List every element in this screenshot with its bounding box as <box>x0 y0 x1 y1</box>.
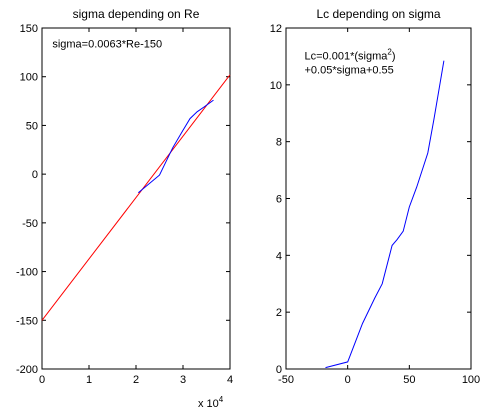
y-tick-label: 4 <box>276 250 282 262</box>
series-line-0 <box>325 60 445 369</box>
chart-lc-vs-sigma: Lc depending on sigma-50 0 50 100024681012L… <box>270 7 480 386</box>
chart-title: Lc depending on sigma <box>316 7 440 21</box>
x-tick-label: -50 <box>278 374 294 386</box>
y-tick-label: 0 <box>32 169 38 181</box>
x-tick-label: 2 <box>133 374 139 386</box>
x-tick-label: 3 <box>180 374 186 386</box>
y-tick-label: 8 <box>276 137 282 149</box>
series-line-0 <box>41 74 231 321</box>
y-tick-label: 150 <box>20 23 38 35</box>
y-tick-label: -150 <box>16 315 38 327</box>
y-tick-label: -200 <box>16 364 38 376</box>
x-tick-label: 0 <box>345 374 351 386</box>
y-tick-label: 6 <box>276 194 282 206</box>
y-tick-label: 50 <box>26 120 38 132</box>
annotation-line1: Lc=0.001*(sigma2) <box>305 47 396 62</box>
y-tick-label: 12 <box>270 23 282 35</box>
x-tick-label: 100 <box>462 374 480 386</box>
axes-box <box>41 27 231 370</box>
x-tick-label: 50 <box>403 374 415 386</box>
y-tick-label: -50 <box>22 218 38 230</box>
y-tick-label: 2 <box>276 307 282 319</box>
x-tick-label: 1 <box>86 374 92 386</box>
y-tick-label: -100 <box>16 267 38 279</box>
axes-box <box>285 27 472 370</box>
y-tick-label: 100 <box>20 72 38 84</box>
chart-sigma-vs-re: sigma depending on Re 0 1 2 3 4 -200 -150 -100 -5… <box>16 7 233 410</box>
x-tick-label: 4 <box>227 374 233 386</box>
series-line-1 <box>137 99 214 194</box>
y-tick-label: 10 <box>270 80 282 92</box>
chart-title: sigma depending on Re <box>73 7 200 21</box>
annotation-line2: +0.05*sigma+0.55 <box>305 64 394 76</box>
x-axis-multiplier: x 104 <box>198 395 224 410</box>
x-tick-label: 0 <box>39 374 45 386</box>
annotation: sigma=0.0063*Re-150 <box>52 38 162 50</box>
y-tick-label: 0 <box>276 364 282 376</box>
